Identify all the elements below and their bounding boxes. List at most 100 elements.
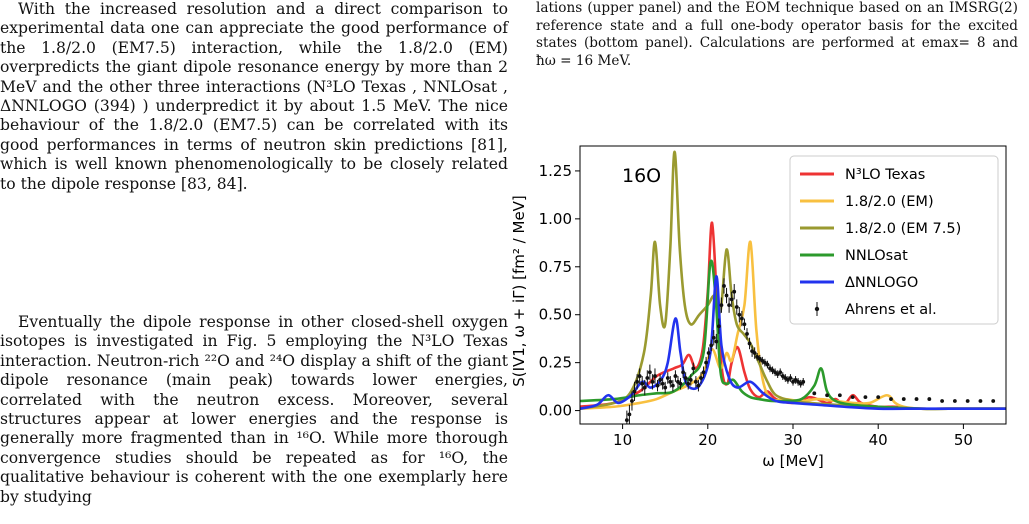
data-point	[709, 343, 714, 348]
data-point	[683, 376, 688, 380]
series-line-0	[580, 221, 1006, 411]
legend-marker	[814, 306, 820, 312]
data-point	[691, 366, 696, 371]
data-point	[952, 399, 957, 403]
data-point	[635, 379, 639, 384]
data-point	[658, 378, 662, 382]
data-point	[801, 379, 806, 384]
data-point	[706, 351, 711, 355]
data-point	[660, 381, 665, 386]
data-point	[737, 312, 742, 317]
x-tick-label: 20	[698, 431, 717, 449]
series-line-3	[580, 259, 1006, 411]
data-point	[711, 335, 716, 340]
data-point	[699, 376, 703, 380]
legend-entry: 1.8/2.0 (EM)	[845, 194, 934, 210]
data-point	[696, 383, 701, 388]
data-point	[940, 399, 944, 403]
data-point	[732, 289, 737, 294]
legend-entry: 1.8/2.0 (EM 7.5)	[845, 221, 961, 237]
data-point	[681, 370, 685, 375]
x-axis-label: ω [MeV]	[762, 452, 823, 470]
data-point	[693, 379, 698, 384]
data-point	[627, 412, 632, 417]
data-point	[927, 397, 932, 401]
data-point	[778, 370, 783, 375]
data-point	[719, 303, 724, 308]
data-point	[688, 378, 693, 382]
legend: N³LO Texas 1.8/2.0 (EM) 1.8/2.0 (EM 7.5) NN…	[789, 155, 999, 325]
data-point	[889, 397, 893, 401]
data-point	[729, 297, 734, 302]
data-point	[747, 341, 752, 346]
x-tick-label: 30	[783, 431, 802, 449]
plot-area	[580, 150, 1006, 424]
data-point	[670, 383, 675, 388]
data-point	[812, 391, 817, 396]
data-point	[788, 376, 793, 380]
data-point	[837, 393, 842, 398]
data-point	[765, 362, 770, 367]
x-tick-label: 50	[954, 431, 973, 449]
data-point	[745, 331, 749, 336]
data-point	[752, 351, 757, 355]
data-point	[701, 370, 706, 375]
data-point	[642, 385, 647, 390]
data-point	[876, 395, 881, 400]
y-tick-label: 0.75	[539, 258, 572, 276]
data-point	[630, 399, 634, 403]
data-point	[668, 379, 673, 384]
data-point	[647, 370, 652, 375]
data-point	[655, 383, 660, 388]
data-point	[678, 381, 683, 386]
data-point	[665, 376, 670, 380]
data-point	[978, 399, 983, 403]
y-tick-label: 0.00	[539, 402, 572, 420]
legend-entry: Ahrens et al.	[845, 302, 937, 318]
isotope-annotation: 16O	[622, 165, 661, 187]
data-point	[663, 385, 668, 390]
legend-box	[789, 155, 999, 325]
data-point	[727, 303, 731, 308]
data-point	[714, 339, 719, 344]
y-tick-label: 1.25	[539, 162, 572, 180]
data-point	[645, 376, 650, 380]
body-paragraph-2: Eventually the dipole response in other …	[0, 313, 508, 506]
data-point	[742, 322, 747, 327]
data-point	[640, 381, 645, 386]
x-tick-label: 40	[869, 431, 888, 449]
body-paragraph-1: With the increased resolution and a dire…	[0, 0, 508, 193]
legend-entry: N³LO Texas	[845, 167, 925, 183]
data-point	[850, 395, 855, 400]
legend-entry: ΔNNLOGO	[845, 275, 918, 291]
data-point	[722, 284, 726, 288]
left-column: With the increased resolution and a dire…	[0, 0, 508, 506]
data-point	[716, 324, 721, 329]
data-point	[863, 395, 868, 400]
data-point	[650, 379, 655, 384]
data-point	[673, 374, 678, 378]
data-point	[724, 293, 729, 298]
y-axis-label: S(IV1, ω + iΓ) [fm² / MeV]	[510, 195, 528, 387]
x-tick-label: 10	[613, 431, 632, 449]
data-point	[653, 374, 657, 378]
data-point	[825, 393, 829, 398]
data-point	[991, 399, 996, 403]
data-point	[739, 316, 744, 321]
data-point	[914, 397, 919, 401]
data-point	[632, 389, 637, 394]
data-point	[901, 397, 906, 401]
data-point	[734, 305, 739, 309]
data-point	[624, 418, 629, 423]
y-tick-label: 0.50	[539, 306, 572, 324]
data-point	[965, 399, 970, 403]
data-point	[704, 360, 708, 365]
series-ahrens	[624, 278, 996, 424]
legend-entry: NNLOsat	[845, 248, 908, 264]
figure-caption: lations (upper panel) and the EOM techni…	[536, 0, 1018, 69]
y-tick-label: 0.25	[539, 354, 572, 372]
data-point	[686, 381, 691, 386]
data-point	[637, 374, 642, 378]
y-tick-label: 1.00	[539, 210, 572, 228]
